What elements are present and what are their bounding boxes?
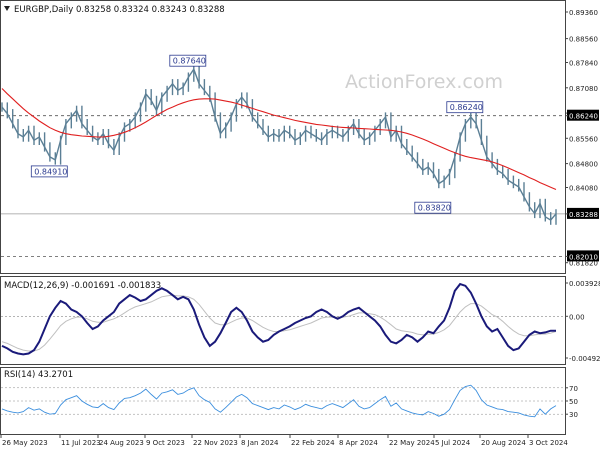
price-title: EURGBP,Daily 0.83258 0.83324 0.83243 0.8… (14, 5, 225, 15)
price-y-tick-0.87840: 0.87840 (569, 60, 598, 68)
reference-label-0.86240-box (567, 109, 599, 121)
x-tick-label: 24 Aug 2023 (99, 439, 144, 447)
price-y-tick-0.85560: 0.85560 (569, 135, 598, 143)
reference-label-0.83288-box (567, 207, 599, 219)
x-tick-label: 11 Jul 2023 (61, 439, 101, 447)
macd-y-tick-0.003928: 0.003928 (569, 280, 600, 288)
x-tick-label: 22 May 2024 (389, 439, 435, 447)
macd-y-tick--0.004929: -0.004929 (569, 355, 600, 363)
macd-line (1, 282, 556, 356)
rsi-y-axis: 70 50 30 (1, 385, 578, 419)
price-y-tick-0.84080: 0.84080 (569, 185, 598, 193)
price-y-tick-0.81820: 0.81820 (569, 260, 598, 268)
price-annotation-0.87640: 0.87640 (173, 57, 206, 66)
reference-label-0.82010: 0.82010 (569, 253, 598, 261)
watermark: ActionForex.com (345, 71, 503, 93)
price-annotation-box-0.86240 (446, 101, 484, 114)
macd-series-group (1, 282, 557, 356)
price-annotation-0.83820: 0.83820 (418, 204, 451, 213)
rsi-line (1, 384, 557, 418)
x-tick-label: 22 Feb 2024 (291, 439, 335, 447)
reference-label-0.82010-box (567, 250, 599, 262)
x-tick-label: 8 Jan 2024 (241, 439, 279, 447)
price-panel: EURGBP,Daily 0.83258 0.83324 0.83243 0.8… (0, 0, 599, 274)
rsi-series-group (1, 384, 557, 418)
price-y-tick-0.88560: 0.88560 (569, 36, 598, 44)
macd-title: MACD(12,26,9) -0.001691 -0.001833 (4, 281, 161, 291)
price-annotation-box-0.87640 (169, 54, 207, 67)
price-panel-frame (0, 0, 566, 274)
x-tick-label: 5 Jul 2024 (435, 439, 471, 447)
collapse-triangle-icon (4, 6, 10, 11)
moving-average-line (1, 88, 557, 191)
price-y-tick-0.87080: 0.87080 (569, 85, 598, 93)
macd-y-tick-0.00: 0.00 (569, 313, 585, 321)
macd-y-axis: 0.003928 0.00 -0.004929 (1, 280, 600, 363)
price-annotation-0.86240: 0.86240 (450, 103, 483, 112)
reference-label-0.86240: 0.86240 (569, 113, 598, 121)
x-tick-label: 20 Aug 2024 (481, 439, 526, 447)
rsi-y-tick-50: 50 (569, 398, 578, 406)
price-annotations: 0.87640 0.84910 0.86240 0.83820 (30, 54, 484, 214)
price-series-group (1, 64, 557, 225)
rsi-y-tick-70: 70 (569, 385, 578, 393)
x-tick-label: 8 Apr 2024 (339, 439, 378, 447)
price-annotation-box-0.83820 (414, 201, 452, 214)
price-annotation-box-0.84910 (30, 165, 68, 178)
reference-label-0.83288: 0.83288 (569, 211, 598, 219)
rsi-panel: RSI(14) 43.2701 70 50 30 (0, 367, 578, 435)
x-tick-label: 9 Oct 2023 (146, 439, 185, 447)
price-line (1, 67, 557, 222)
rsi-y-tick-30: 30 (569, 411, 578, 419)
x-tick-label: 3 Oct 2024 (529, 439, 568, 447)
price-y-tick-0.89360: 0.89360 (569, 9, 598, 17)
price-annotation-0.84910: 0.84910 (34, 167, 67, 176)
rsi-title: RSI(14) 43.2701 (4, 370, 73, 380)
x-tick-label: 22 Nov 2023 (193, 439, 238, 447)
price-y-tick-0.84800: 0.84800 (569, 161, 598, 169)
x-tick-label: 26 May 2023 (2, 439, 48, 447)
macd-panel: MACD(12,26,9) -0.001691 -0.001833 0.0039… (0, 276, 600, 365)
macd-panel-frame (0, 276, 566, 365)
